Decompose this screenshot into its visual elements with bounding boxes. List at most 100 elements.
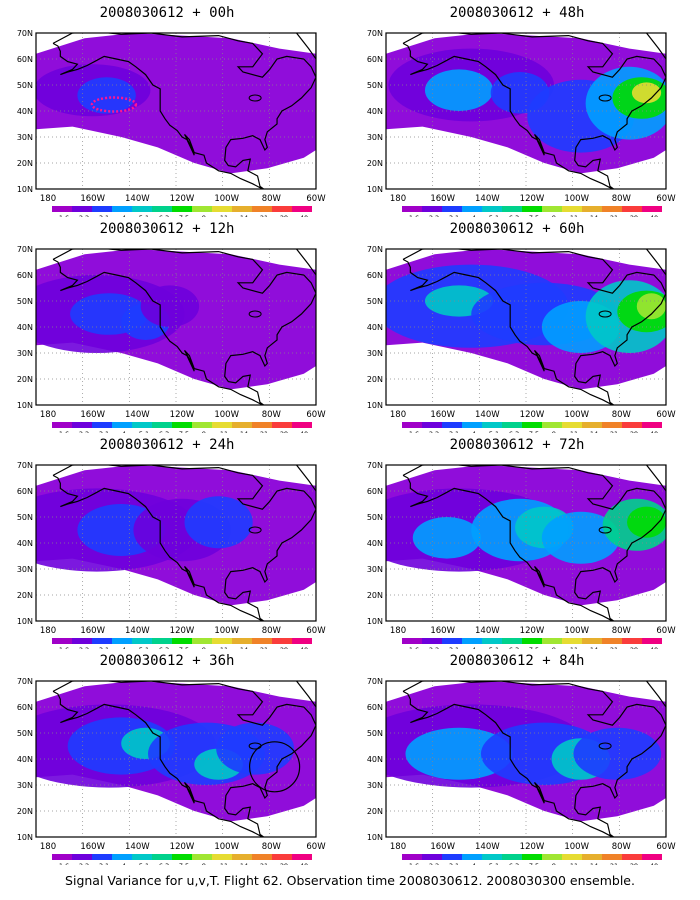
- variance-contour: [573, 727, 662, 780]
- lat-tick-label: 70N: [367, 29, 383, 38]
- colorbar-label: 4: [472, 862, 476, 865]
- map-frame: [385, 32, 667, 190]
- colorbar-label: 7.5: [529, 862, 539, 865]
- colorbar-label: 9: [552, 214, 556, 217]
- variance-contour: [140, 285, 200, 327]
- variance-contour: [405, 727, 513, 780]
- variance-contour: [636, 293, 666, 320]
- colorbar-swatch: [92, 638, 112, 644]
- colorbar-label: 29: [630, 862, 638, 865]
- map-frame: [35, 680, 317, 838]
- lon-tick-label: 160W: [80, 410, 105, 420]
- coastline: [402, 249, 666, 405]
- lon-tick-label: 180: [390, 194, 406, 204]
- colorbar-swatch: [562, 422, 582, 428]
- lon-tick-label: 120W: [170, 410, 195, 420]
- lon-tick-label: 180: [40, 842, 56, 852]
- colorbar-swatch: [92, 422, 112, 428]
- variance-contour: [541, 511, 620, 564]
- colorbar-swatch: [152, 206, 172, 212]
- colorbar-label: 11: [570, 214, 578, 217]
- panel-title: 2008030612 + 36h: [99, 653, 235, 669]
- colorbar-swatch: [602, 422, 622, 428]
- map-frame: [35, 248, 317, 406]
- lon-tick-label: 80W: [262, 842, 282, 852]
- lat-tick-label: 70N: [367, 461, 383, 470]
- lat-tick-label: 70N: [367, 677, 383, 686]
- colorbar-label: 14: [590, 430, 598, 433]
- variance-contour: [627, 506, 666, 538]
- colorbar-label: 1.6: [59, 430, 69, 433]
- colorbar-label: 2.2: [429, 430, 439, 433]
- lon-tick-label: 140W: [475, 410, 500, 420]
- colorbar-label: 29: [630, 214, 638, 217]
- colorbar-label: 40: [300, 214, 308, 217]
- colorbar-label: 6.3: [159, 646, 169, 649]
- colorbar-swatch: [622, 854, 642, 860]
- colorbar-label: 14: [590, 214, 598, 217]
- colorbar-label: 3.1: [99, 646, 109, 649]
- colorbar-label: 29: [280, 646, 288, 649]
- colorbar-swatch: [462, 854, 482, 860]
- lat-tick-label: 60N: [367, 703, 383, 712]
- colorbar-swatch: [562, 638, 582, 644]
- colorbar-swatch: [462, 206, 482, 212]
- colorbar-label: 5.1: [139, 214, 149, 217]
- colorbar-swatch: [582, 854, 602, 860]
- great-lakes: [598, 310, 612, 318]
- colorbar-label: 2.2: [79, 862, 89, 865]
- colorbar-label: 7.5: [529, 430, 539, 433]
- colorbar-swatch: [582, 422, 602, 428]
- colorbar-label: 7.5: [179, 862, 189, 865]
- colorbar-swatch: [562, 206, 582, 212]
- lon-tick-label: 100W: [564, 626, 589, 636]
- colorbar-swatch: [402, 206, 422, 212]
- lon-tick-label: 60W: [656, 410, 676, 420]
- colorbar-swatch: [542, 422, 562, 428]
- lat-tick-label: 40N: [367, 323, 383, 332]
- lat-tick-label: 30N: [17, 565, 33, 574]
- lat-tick-label: 10N: [17, 401, 33, 410]
- colorbar-swatch: [622, 206, 642, 212]
- colorbar-label: 2.2: [79, 430, 89, 433]
- colorbar-swatch: [272, 638, 292, 644]
- map-panel: 2008030612 + 48h 10N 20N 30N 40N 50N 60N 70N 180…: [352, 5, 682, 217]
- lat-tick-label: 60N: [367, 487, 383, 496]
- colorbar-swatch: [442, 206, 462, 212]
- lon-tick-label: 120W: [520, 194, 545, 204]
- colorbar-label: 14: [590, 862, 598, 865]
- map-panel: 2008030612 + 60h 10N 20N 30N 40N 50N 60N 70N 180…: [352, 221, 682, 433]
- colorbar-label: 5.1: [489, 430, 499, 433]
- colorbar-swatch: [482, 206, 502, 212]
- map-frame: [35, 464, 317, 622]
- lon-tick-label: 140W: [125, 842, 150, 852]
- colorbar-label: 6.3: [159, 862, 169, 865]
- colorbar-label: 29: [280, 862, 288, 865]
- lat-tick-label: 50N: [367, 729, 383, 738]
- variance-contour: [631, 82, 662, 104]
- colorbar-label: 4: [472, 646, 476, 649]
- coastline: [52, 681, 316, 837]
- lon-tick-label: 160W: [80, 842, 105, 852]
- colorbar-swatch: [192, 638, 212, 644]
- lat-tick-label: 20N: [17, 159, 33, 168]
- lat-tick-label: 40N: [17, 755, 33, 764]
- great-lakes: [248, 310, 262, 318]
- lat-tick-label: 30N: [17, 781, 33, 790]
- colorbar-swatch: [462, 422, 482, 428]
- colorbar-swatch: [522, 422, 542, 428]
- colorbar-swatch: [172, 422, 192, 428]
- colorbar-swatch: [212, 422, 232, 428]
- lon-tick-label: 100W: [214, 410, 239, 420]
- colorbar-swatch: [602, 206, 622, 212]
- panel-title: 2008030612 + 60h: [449, 221, 585, 237]
- lat-tick-label: 30N: [17, 133, 33, 142]
- colorbar-label: 6.3: [509, 646, 519, 649]
- colorbar-label: 40: [300, 862, 308, 865]
- lon-tick-label: 180: [390, 410, 406, 420]
- colorbar-label: 1.6: [59, 214, 69, 217]
- variance-contour: [77, 77, 136, 114]
- colorbar-label: 7.5: [529, 646, 539, 649]
- colorbar-label: 9: [552, 862, 556, 865]
- lon-tick-label: 160W: [80, 194, 105, 204]
